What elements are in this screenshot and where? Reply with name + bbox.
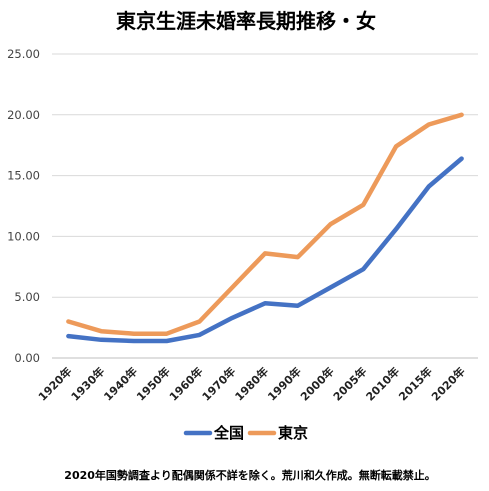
x-tick-label: 2020年 bbox=[428, 364, 467, 403]
y-tick-label: 5.00 bbox=[14, 290, 40, 304]
x-tick-label: 2015年 bbox=[396, 364, 435, 403]
x-tick-label: 1960年 bbox=[166, 364, 205, 403]
y-tick-label: 25.00 bbox=[7, 47, 40, 61]
x-tick-label: 2005年 bbox=[330, 364, 369, 403]
x-tick-label: 1930年 bbox=[68, 364, 107, 403]
x-tick-label: 1940年 bbox=[101, 364, 140, 403]
y-axis-ticks: 0.00 5.00 10.00 15.00 20.00 25.00 bbox=[7, 47, 40, 365]
x-tick-label: 2000年 bbox=[297, 364, 336, 403]
x-axis-ticks: 1920年1930年1940年1950年1960年1970年1980年1990年… bbox=[35, 364, 468, 403]
y-tick-label: 20.00 bbox=[7, 108, 40, 122]
y-tick-label: 0.00 bbox=[14, 351, 40, 365]
y-tick-label: 10.00 bbox=[7, 229, 40, 243]
x-tick-label: 1990年 bbox=[265, 364, 304, 403]
x-tick-label: 2010年 bbox=[363, 364, 402, 403]
legend-label: 東京 bbox=[278, 424, 308, 442]
footer-note: 2020年国勢調査より配偶関係不詳を除く。荒川和久作成。無断転載禁止。 bbox=[64, 468, 435, 482]
series-lines bbox=[66, 112, 464, 344]
legend-label: 全国 bbox=[213, 424, 244, 442]
legend: 全国 東京 bbox=[183, 424, 308, 442]
x-tick-label: 1950年 bbox=[133, 364, 172, 403]
series-line-東京 bbox=[66, 112, 464, 336]
series-line-全国 bbox=[66, 156, 464, 344]
x-tick-label: 1970年 bbox=[199, 364, 238, 403]
y-tick-label: 15.00 bbox=[7, 169, 40, 183]
chart-title: 東京生涯未婚率長期推移・女 bbox=[116, 9, 376, 33]
gridlines bbox=[52, 53, 478, 359]
x-tick-label: 1920年 bbox=[35, 364, 74, 403]
x-tick-label: 1980年 bbox=[232, 364, 271, 403]
